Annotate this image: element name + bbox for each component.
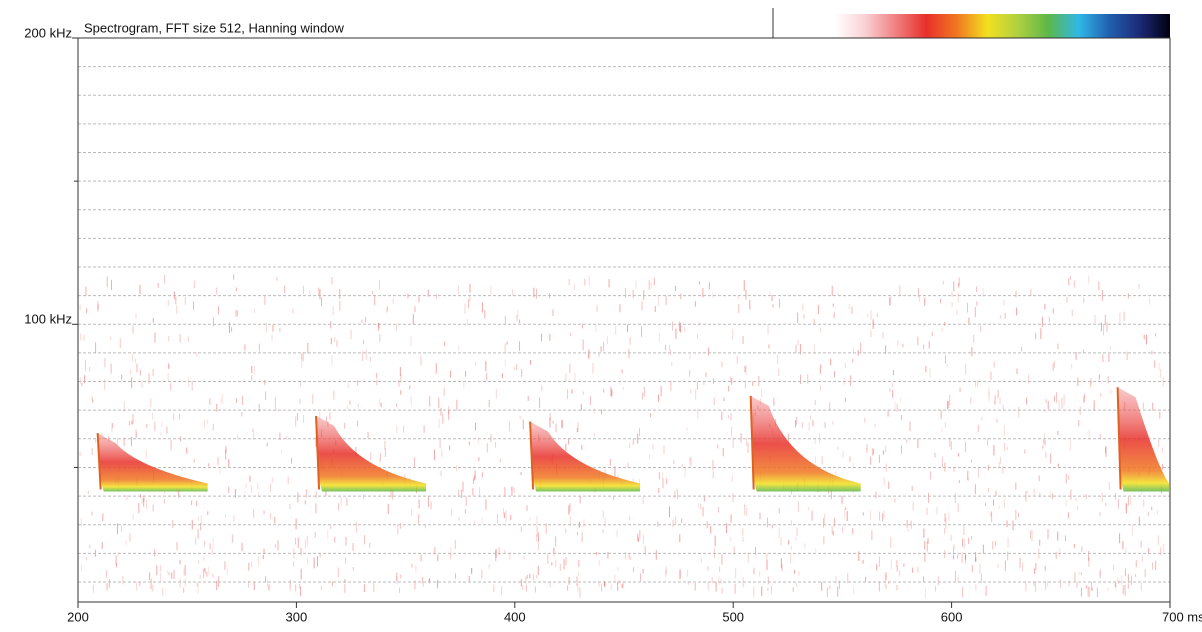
y-tick-label: 200 kHz bbox=[24, 25, 72, 40]
call-sweep bbox=[1116, 387, 1122, 490]
call-sweep bbox=[749, 395, 755, 490]
x-tick-label: 400 bbox=[504, 609, 526, 624]
x-tick-label: 500 bbox=[722, 609, 744, 624]
call bbox=[750, 395, 861, 492]
call bbox=[316, 415, 427, 492]
colorbar-frame bbox=[772, 8, 1170, 39]
call-sweep bbox=[529, 421, 535, 490]
colorbar bbox=[835, 14, 1170, 38]
calls bbox=[96, 387, 1169, 492]
call bbox=[1117, 387, 1169, 492]
call-sweep bbox=[315, 415, 321, 490]
x-tick-label: 700 ms bbox=[1162, 609, 1202, 624]
grid bbox=[78, 66, 1170, 583]
call-sweep bbox=[96, 433, 102, 490]
plot-frame bbox=[77, 37, 1171, 603]
chart-title: Spectrogram, FFT size 512, Hanning windo… bbox=[84, 20, 344, 35]
noise bbox=[79, 274, 1165, 599]
y-tick-label: 100 kHz bbox=[24, 312, 72, 327]
x-tick-label: 600 bbox=[941, 609, 963, 624]
call bbox=[97, 433, 208, 492]
x-tick-label: 300 bbox=[286, 609, 308, 624]
x-tick-label: 200 bbox=[67, 609, 89, 624]
call bbox=[530, 421, 641, 492]
